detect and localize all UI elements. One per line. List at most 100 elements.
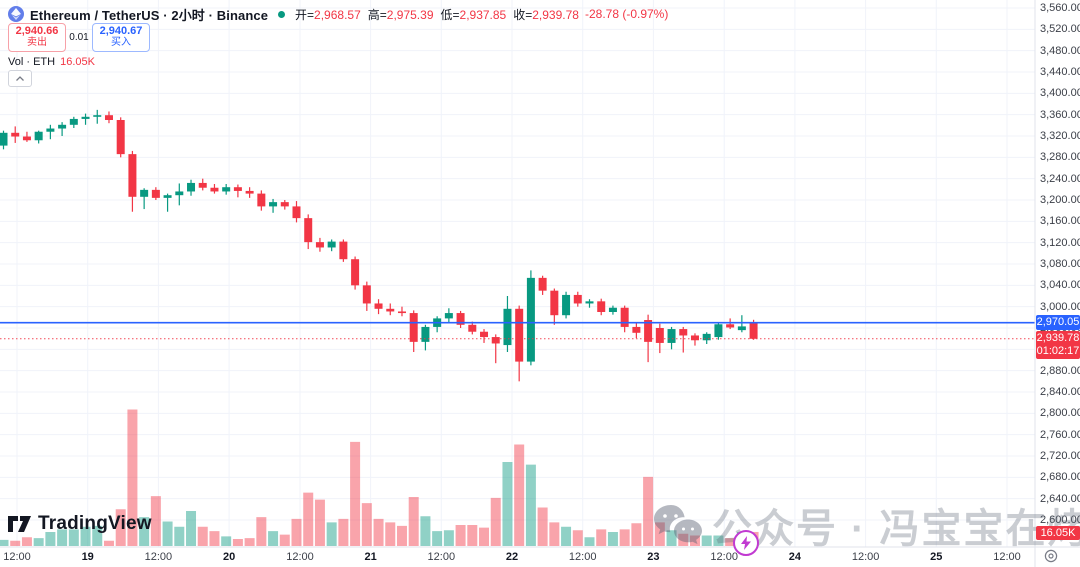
- buy-price: 2,940.67: [99, 25, 143, 38]
- price-axis-label: 2,880.00: [1040, 364, 1080, 377]
- price-change: -28.78 (-0.97%): [584, 7, 669, 21]
- candle-body: [93, 115, 102, 117]
- timezone-settings-icon[interactable]: [1044, 549, 1058, 567]
- volume-bar: [619, 529, 630, 546]
- candle-body: [608, 307, 617, 312]
- candle-body: [58, 124, 67, 129]
- tradingview-logo[interactable]: TradingView: [8, 513, 152, 535]
- volume-bar: [314, 499, 325, 546]
- volume-bar: [561, 526, 572, 546]
- volume-bar: [303, 492, 314, 546]
- price-axis-label: 3,480.00: [1040, 44, 1080, 57]
- collapse-panel-button[interactable]: [8, 70, 32, 87]
- volume-bar: [701, 535, 712, 546]
- volume-bar: [197, 526, 208, 546]
- price-axis-label: 3,200.00: [1040, 194, 1080, 206]
- time-axis-label: 12:00: [851, 551, 880, 563]
- price-axis-label: 3,400.00: [1040, 87, 1080, 100]
- time-axis-label: 23: [647, 551, 660, 563]
- volume-bar: [162, 521, 173, 546]
- time-axis-label: 12:00: [144, 551, 173, 563]
- instant-trade-bolt-icon[interactable]: [733, 530, 759, 556]
- price-axis-label: 3,120.00: [1040, 236, 1080, 249]
- candle-body: [22, 136, 31, 141]
- candle-body: [550, 290, 559, 316]
- last-price-countdown-badge: 2,939.78 01:02:17: [1036, 331, 1080, 359]
- order-panel: 2,940.66 卖出 0.01 2,940.67 买入: [8, 23, 150, 52]
- price-axis-label: 2,840.00: [1040, 386, 1080, 398]
- volume-bar: [479, 527, 490, 546]
- candle-body: [526, 277, 535, 362]
- volume-bar: [338, 518, 349, 546]
- volume-bar: [186, 511, 197, 546]
- volume-bar: [103, 540, 114, 546]
- tradingview-logo-text: TradingView: [38, 513, 152, 534]
- buy-label: 买入: [111, 37, 131, 49]
- volume-bar: [221, 536, 232, 546]
- candle-body: [269, 202, 278, 207]
- ethereum-logo-icon: [8, 6, 24, 22]
- volume-bar: [350, 441, 361, 546]
- volume-bar: [33, 538, 44, 546]
- price-axis-label: 3,360.00: [1040, 108, 1080, 121]
- price-axis-label: 3,240.00: [1040, 172, 1080, 185]
- candle-body: [69, 118, 78, 125]
- volume-bar: [596, 529, 607, 546]
- symbol-title[interactable]: Ethereum / TetherUS · 2小时 · Binance: [30, 7, 269, 23]
- volume-axis-badge: 16.05K: [1036, 526, 1080, 540]
- price-axis-label: 2,760.00: [1040, 428, 1080, 441]
- price-axis-label: 3,280.00: [1040, 151, 1080, 164]
- volume-bar: [725, 538, 736, 546]
- chart-header: Ethereum / TetherUS · 2小时 · Binance 开=2,…: [8, 5, 668, 23]
- candle-body: [409, 313, 418, 342]
- candle-body: [737, 326, 746, 331]
- volume-bar: [127, 409, 138, 546]
- candle-body: [104, 115, 113, 120]
- candle-body: [222, 187, 231, 192]
- price-axis-label: 3,440.00: [1040, 66, 1080, 78]
- market-status-dot-icon: [278, 10, 286, 18]
- price-axis-label: 2,600.00: [1040, 514, 1080, 526]
- price-axis-label: 3,320.00: [1040, 130, 1080, 142]
- volume-indicator-legend[interactable]: Vol · ETH 16.05K: [8, 56, 95, 68]
- price-axis-label: 2,680.00: [1040, 471, 1080, 484]
- volume-bar: [689, 535, 700, 546]
- candle-body: [468, 324, 477, 332]
- volume-bar: [279, 534, 290, 546]
- time-axis-label: 20: [222, 551, 236, 563]
- volume-bar: [385, 522, 396, 546]
- buy-button[interactable]: 2,940.67 买入: [92, 23, 150, 52]
- candle-body: [444, 313, 453, 319]
- volume-bar: [150, 496, 161, 546]
- price-axis-label: 3,040.00: [1040, 279, 1080, 292]
- volume-bar: [57, 529, 68, 546]
- candle-body: [339, 241, 348, 260]
- volume-bar: [490, 497, 501, 546]
- volume-bar: [549, 522, 560, 546]
- candle-body: [573, 294, 582, 304]
- price-axis-label: 2,720.00: [1040, 450, 1080, 462]
- volume-bar: [537, 507, 548, 546]
- time-axis-label: 21: [364, 551, 377, 563]
- candle-body: [81, 116, 90, 119]
- volume-bar: [10, 540, 21, 546]
- time-axis-label: 12:00: [3, 551, 31, 563]
- candle-body: [245, 190, 254, 194]
- candle-body: [714, 324, 723, 338]
- price-axis-label: 2,800.00: [1040, 407, 1080, 420]
- tradingview-mark-icon: [8, 516, 31, 532]
- candle-body: [503, 308, 512, 346]
- price-axis-label: 3,160.00: [1040, 215, 1080, 228]
- volume-bar: [209, 531, 220, 546]
- candle-body: [632, 326, 641, 333]
- volume-bar: [373, 518, 384, 546]
- volume-bar: [654, 522, 665, 546]
- ohlc-item: 低=2,937.85: [440, 7, 507, 22]
- candle-body: [187, 182, 196, 192]
- volume-bar: [584, 537, 595, 546]
- candle-body: [292, 206, 301, 219]
- candle-body: [34, 131, 43, 141]
- candle-body: [655, 328, 664, 343]
- sell-button[interactable]: 2,940.66 卖出: [8, 23, 66, 52]
